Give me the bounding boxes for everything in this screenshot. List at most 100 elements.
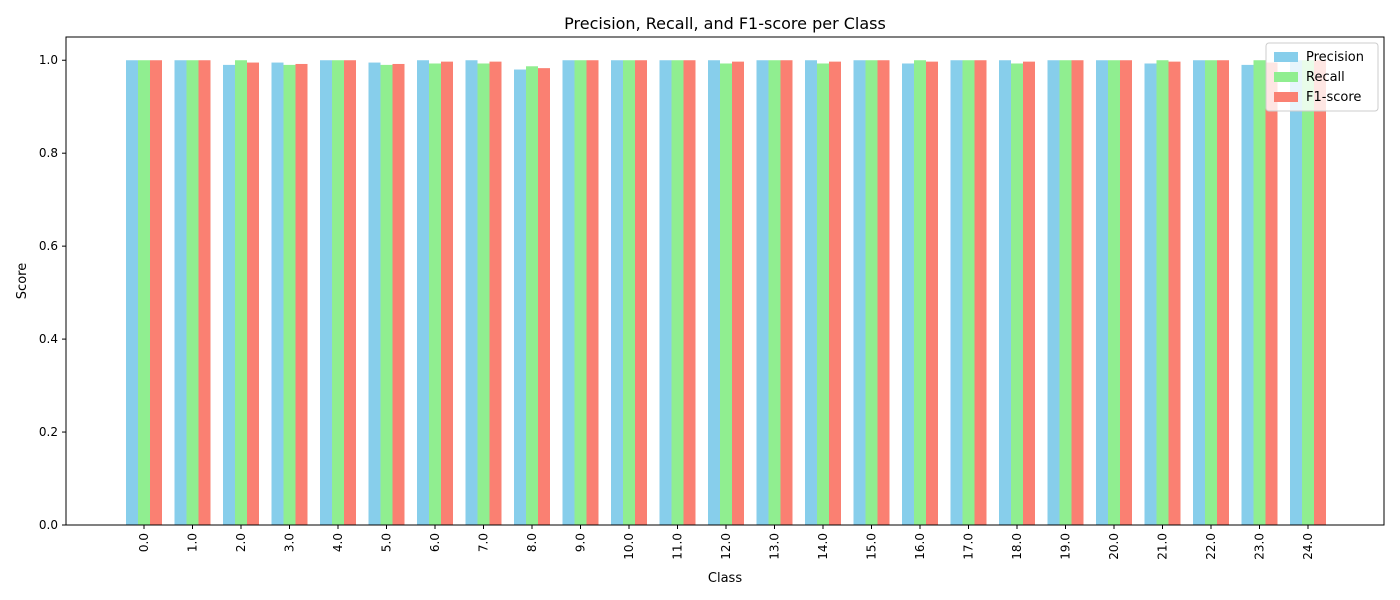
bar-precision-1 (174, 60, 187, 526)
x-tick-label: 8.0 (525, 533, 539, 552)
bar-precision-10 (611, 60, 623, 526)
legend-label-recall: Recall (1306, 70, 1345, 85)
bar-f1-score-18 (1023, 61, 1035, 525)
bar-f1-score-0 (150, 60, 162, 526)
bar-recall-24 (1302, 60, 1314, 526)
y-tick-label: 0.8 (39, 146, 58, 160)
bar-precision-0 (126, 60, 138, 526)
x-axis-label: Class (708, 571, 742, 586)
bar-f1-score-22 (1217, 60, 1229, 526)
bar-recall-6 (429, 63, 441, 526)
bar-recall-12 (720, 63, 732, 526)
bar-recall-3 (283, 64, 296, 525)
bar-precision-9 (562, 60, 575, 526)
x-tick-label: 7.0 (477, 533, 491, 552)
bar-f1-score-12 (732, 61, 744, 525)
x-tick-label: 4.0 (331, 533, 345, 552)
bar-f1-score-4 (344, 60, 356, 526)
bar-precision-3 (271, 62, 284, 526)
y-axis-label: Score (15, 263, 30, 299)
bar-precision-6 (417, 60, 429, 526)
legend-swatch-f1-score (1274, 92, 1298, 102)
bar-recall-11 (671, 60, 684, 526)
bar-precision-4 (320, 60, 332, 526)
bar-recall-21 (1156, 60, 1169, 526)
bar-precision-5 (368, 62, 381, 526)
bar-precision-8 (514, 69, 526, 525)
x-tick-label: 0.0 (137, 533, 151, 552)
x-tick-label: 12.0 (719, 533, 733, 560)
bar-precision-2 (223, 64, 235, 525)
bar-precision-21 (1144, 63, 1157, 526)
x-tick-label: 3.0 (283, 533, 297, 552)
x-tick-label: 18.0 (1010, 533, 1024, 560)
bar-f1-score-19 (1071, 60, 1084, 526)
x-tick-label: 21.0 (1156, 533, 1170, 560)
bar-precision-24 (1290, 60, 1302, 526)
bars-group (126, 60, 1326, 526)
x-tick-label: 6.0 (428, 533, 442, 552)
bar-f1-score-11 (683, 60, 696, 526)
bar-precision-11 (659, 60, 672, 526)
bar-recall-15 (865, 60, 878, 526)
bar-f1-score-10 (635, 60, 647, 526)
x-tick-label: 23.0 (1253, 533, 1267, 560)
bar-f1-score-6 (441, 61, 453, 525)
bar-f1-score-2 (247, 62, 259, 526)
bar-precision-12 (708, 60, 720, 526)
bar-recall-19 (1059, 60, 1072, 526)
bar-recall-13 (768, 60, 781, 526)
bar-precision-23 (1241, 64, 1254, 525)
bar-f1-score-14 (829, 61, 841, 525)
bar-recall-10 (623, 60, 635, 526)
x-axis: 0.0 1.0 2.0 3.0 4.0 5.0 6.0 7.0 8.0 9.0 10.0 11.0 12… (137, 525, 1315, 560)
x-tick-label: 16.0 (913, 533, 927, 560)
bar-precision-18 (999, 60, 1011, 526)
bar-recall-5 (380, 64, 393, 525)
bar-precision-16 (902, 63, 914, 526)
bar-f1-score-8 (538, 68, 550, 525)
y-tick-label: 0.0 (39, 518, 58, 532)
bar-f1-score-1 (198, 60, 211, 526)
bar-f1-score-20 (1120, 60, 1132, 526)
x-tick-label: 15.0 (865, 533, 879, 560)
x-tick-label: 5.0 (380, 533, 394, 552)
bar-f1-score-21 (1168, 61, 1181, 525)
bar-precision-13 (756, 60, 769, 526)
bar-precision-22 (1193, 60, 1205, 526)
x-tick-label: 13.0 (768, 533, 782, 560)
plot-area-frame (65, 36, 1385, 526)
legend-label-precision: Precision (1306, 50, 1364, 65)
x-tick-label: 1.0 (186, 533, 200, 552)
bar-precision-20 (1096, 60, 1108, 526)
x-tick-label: 19.0 (1059, 533, 1073, 560)
bar-recall-22 (1205, 60, 1217, 526)
bar-precision-15 (853, 60, 866, 526)
bar-f1-score-15 (877, 60, 890, 526)
x-tick-label: 2.0 (234, 533, 248, 552)
bar-precision-7 (465, 60, 478, 526)
bar-recall-7 (477, 63, 490, 526)
x-tick-label: 14.0 (816, 533, 830, 560)
legend-swatch-precision (1274, 52, 1298, 62)
legend-swatch-recall (1274, 72, 1298, 82)
x-tick-label: 20.0 (1107, 533, 1121, 560)
bar-recall-8 (526, 66, 538, 525)
bar-recall-1 (186, 60, 199, 526)
x-tick-label: 10.0 (622, 533, 636, 560)
y-axis: 0.0 0.2 0.4 0.6 0.8 1.0 (39, 53, 66, 532)
x-tick-label: 24.0 (1301, 533, 1315, 560)
y-tick-label: 0.6 (39, 239, 58, 253)
bar-f1-score-13 (780, 60, 793, 526)
bar-recall-23 (1253, 60, 1266, 526)
bar-recall-20 (1108, 60, 1120, 526)
chart-title: Precision, Recall, and F1-score per Clas… (564, 14, 886, 33)
bar-f1-score-9 (586, 60, 599, 526)
bar-recall-4 (332, 60, 344, 526)
legend: Precision Recall F1-score (1265, 42, 1379, 112)
bar-recall-0 (138, 60, 150, 526)
bar-precision-14 (805, 60, 817, 526)
bar-f1-score-3 (295, 63, 308, 526)
bar-precision-17 (950, 60, 963, 526)
